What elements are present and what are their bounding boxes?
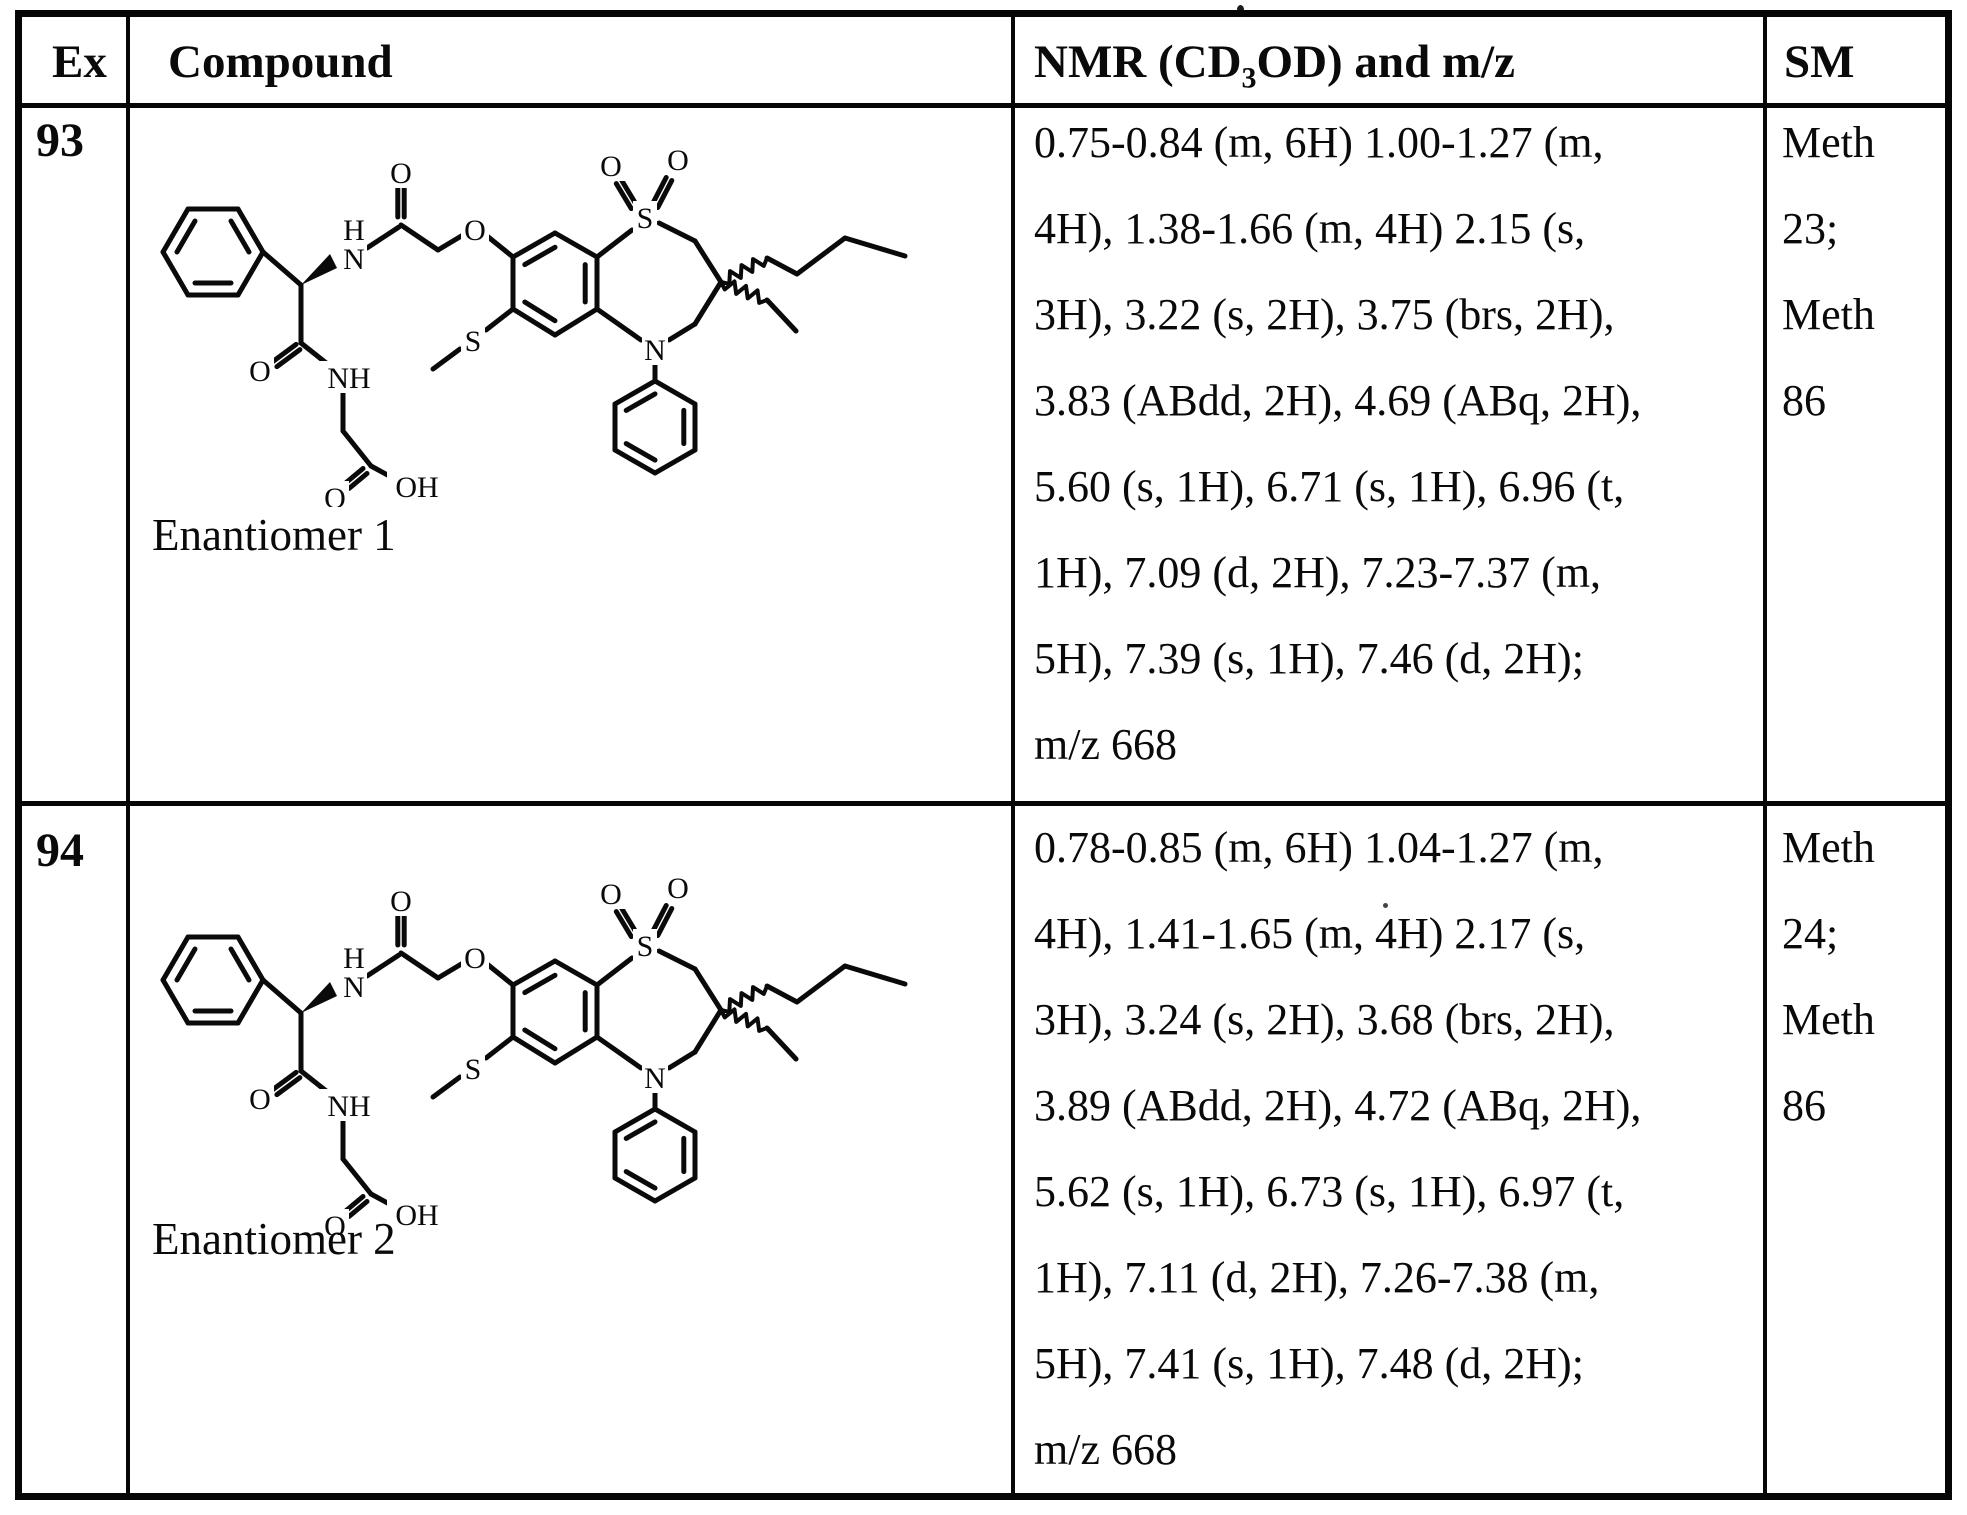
text-line: 5.62 (s, 1H), 6.73 (s, 1H), 6.97 (t, (1034, 1167, 1625, 1216)
atom-oxygen-label: O (464, 214, 486, 247)
atom-oxygen-label: O (667, 872, 689, 905)
text-line: Meth (1782, 995, 1875, 1044)
nmr-header-prefix: NMR (CD (1034, 36, 1242, 88)
text-line: m/z 668 (1034, 1425, 1177, 1474)
text-line: 86 (1782, 1081, 1826, 1130)
atom-oxygen-label: O (249, 1083, 271, 1116)
text-line: 86 (1782, 376, 1826, 425)
table-border-header-bottom (22, 103, 1945, 108)
atom-nitrogen-label: N (343, 971, 365, 1004)
text-line: 4H), 1.38-1.66 (m, 4H) 2.15 (s, (1034, 204, 1586, 253)
nmr-data: 0.78-0.85 (m, 6H) 1.04-1.27 (m, 4H), 1.41… (1034, 805, 1641, 1493)
atom-oxygen-label: O (324, 482, 346, 507)
nmr-data: 0.75-0.84 (m, 6H) 1.00-1.27 (m, 4H), 1.38… (1034, 100, 1641, 788)
atom-oxygen-label: O (600, 150, 622, 183)
text-line: 4H), 1.41-1.65 (m, 4H) 2.17 (s, (1034, 909, 1586, 958)
text-line: 3.89 (ABdd, 2H), 4.72 (ABq, 2H), (1034, 1081, 1642, 1130)
atom-nitrogen-label: N (343, 243, 365, 276)
compound-label: Enantiomer 1 (152, 510, 396, 560)
text-line: Meth (1782, 290, 1875, 339)
column-header-ex: Ex (52, 36, 107, 88)
nmr-header-suffix: OD) and m/z (1256, 36, 1516, 88)
atom-oxygen-label: O (390, 885, 412, 918)
text-line: 3H), 3.24 (s, 2H), 3.68 (brs, 2H), (1034, 995, 1615, 1044)
scan-artifact-dot (1383, 903, 1388, 908)
atom-nitrogen-label: N (644, 1062, 666, 1095)
table-border-vertical-3 (1763, 17, 1767, 1493)
column-header-nmr: NMR (CD3OD) and m/z (1034, 35, 1515, 95)
sm-reference: Meth 24; Meth 86 (1782, 805, 1875, 1149)
table-border-row-divider (22, 801, 1945, 806)
text-line: 24; (1782, 909, 1839, 958)
atom-hydrogen-label: H (343, 214, 365, 247)
stereo-wedge-bond (301, 982, 337, 1013)
atom-hydrogen-label: H (343, 942, 365, 975)
text-line: Meth (1782, 823, 1875, 872)
column-header-compound: Compound (168, 36, 393, 88)
scan-artifact-dot (1237, 5, 1244, 14)
text-line: 3.83 (ABdd, 2H), 4.69 (ABq, 2H), (1034, 376, 1642, 425)
atom-oxygen-label: O (249, 355, 271, 388)
text-line: 5.60 (s, 1H), 6.71 (s, 1H), 6.96 (t, (1034, 462, 1625, 511)
text-line: 3H), 3.22 (s, 2H), 3.75 (brs, 2H), (1034, 290, 1615, 339)
text-line: m/z 668 (1034, 720, 1177, 769)
text-line: 0.78-0.85 (m, 6H) 1.04-1.27 (m, (1034, 823, 1604, 872)
text-line: 5H), 7.41 (s, 1H), 7.48 (d, 2H); (1034, 1339, 1584, 1388)
atom-sulfur-label: S (465, 325, 482, 358)
column-header-sm: SM (1784, 36, 1855, 88)
text-line: 5H), 7.39 (s, 1H), 7.46 (d, 2H); (1034, 634, 1584, 683)
text-line: Meth (1782, 118, 1875, 167)
stereo-wedge-bond (301, 254, 337, 285)
example-number: 94 (36, 824, 84, 877)
example-number: 93 (36, 114, 84, 167)
atom-sulfur-label: S (465, 1053, 482, 1086)
compound-label: Enantiomer 2 (152, 1214, 396, 1264)
atom-sulfur-label: S (637, 202, 654, 235)
text-line: 1H), 7.09 (d, 2H), 7.23-7.37 (m, (1034, 548, 1602, 597)
text-line: 0.75-0.84 (m, 6H) 1.00-1.27 (m, (1034, 118, 1604, 167)
atom-oh-label: OH (395, 471, 438, 504)
atom-oh-label: OH (395, 1199, 438, 1232)
atom-nh-label: NH (327, 1090, 370, 1123)
sm-reference: Meth 23; Meth 86 (1782, 100, 1875, 444)
atom-nitrogen-label: N (644, 334, 666, 367)
nmr-header-subscript: 3 (1241, 61, 1257, 95)
atom-oxygen-label: O (600, 878, 622, 911)
table-border-vertical-2 (1011, 17, 1015, 1493)
atom-nh-label: NH (327, 362, 370, 395)
text-line: 1H), 7.11 (d, 2H), 7.26-7.38 (m, (1034, 1253, 1600, 1302)
atom-oxygen-label: O (667, 144, 689, 177)
atom-oxygen-label: O (324, 1210, 346, 1235)
atom-oxygen-label: O (464, 942, 486, 975)
text-line: 23; (1782, 204, 1839, 253)
table-border-vertical-1 (126, 17, 130, 1493)
atom-sulfur-label: S (637, 930, 654, 963)
atom-oxygen-label: O (390, 157, 412, 190)
